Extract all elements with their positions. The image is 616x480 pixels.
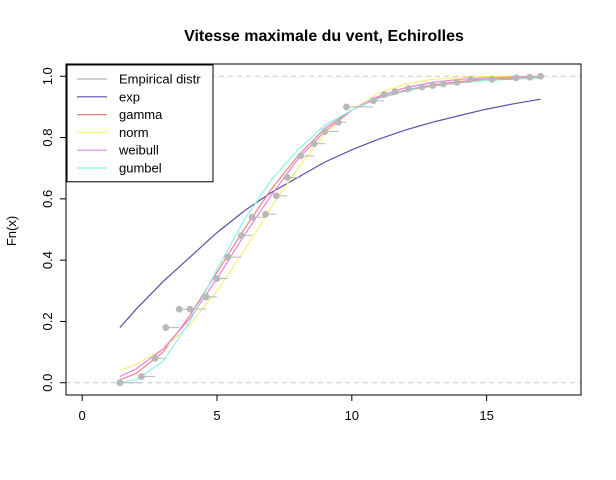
empirical-point: [488, 75, 496, 83]
legend-label-gamma: gamma: [119, 107, 163, 122]
chart-title: Vitesse maximale du vent, Echirolles: [184, 28, 464, 45]
legend-label-weibull: weibull: [118, 143, 159, 158]
empirical-point: [310, 140, 318, 148]
empirical-point: [334, 118, 342, 126]
empirical-distribution: [116, 72, 544, 387]
y-tick-label: 1.0: [40, 67, 55, 85]
empirical-point: [237, 232, 245, 240]
empirical-point: [162, 324, 170, 331]
empirical-point: [440, 80, 447, 88]
x-axis: 0 5 10 15: [79, 394, 494, 423]
empirical-point: [248, 213, 256, 221]
empirical-point: [512, 74, 520, 82]
empirical-point: [224, 253, 232, 261]
x-tick-label: 0: [79, 408, 86, 423]
empirical-point: [202, 293, 210, 301]
empirical-point: [526, 73, 534, 81]
empirical-point: [321, 128, 329, 135]
empirical-point: [343, 103, 350, 111]
y-tick-label: 0.8: [40, 129, 55, 147]
empirical-point: [116, 379, 124, 387]
empirical-point: [297, 152, 304, 160]
empirical-point: [405, 85, 412, 92]
legend-label-exp: exp: [119, 89, 140, 104]
x-tick-label: 5: [213, 408, 220, 423]
y-axis-label: Fn(x): [4, 216, 19, 246]
y-tick-label: 0.2: [40, 312, 55, 330]
y-tick-label: 0.6: [40, 190, 55, 208]
empirical-point: [283, 173, 291, 181]
y-tick-label: 0.0: [40, 374, 55, 392]
empirical-point: [272, 192, 280, 200]
legend-label-empirical-distr: Empirical distr: [119, 72, 201, 87]
empirical-point: [391, 88, 399, 95]
x-tick-label: 10: [345, 408, 359, 423]
empirical-point: [151, 354, 159, 362]
legend-box: [66, 64, 214, 183]
empirical-point: [429, 82, 437, 89]
empirical-point: [175, 305, 183, 313]
empirical-point: [418, 83, 426, 91]
legend-label-norm: norm: [119, 125, 149, 140]
empirical-point: [186, 305, 194, 313]
empirical-point: [537, 72, 544, 80]
y-axis: 0.0 0.2 0.4 0.6 0.8 1.0: [40, 67, 66, 392]
series-line-exp: [119, 98, 541, 328]
legend-label-gumbel: gumbel: [119, 161, 162, 176]
empirical-point: [262, 210, 269, 218]
legend: Empirical distr exp gamma norm weibull gumbel: [66, 64, 214, 183]
empirical-point: [369, 97, 377, 105]
empirical-point: [380, 91, 388, 99]
empirical-point: [467, 75, 474, 83]
empirical-point: [453, 78, 461, 86]
x-tick-label: 15: [479, 408, 493, 423]
y-tick-label: 0.4: [40, 251, 55, 269]
empirical-point: [138, 373, 145, 381]
empirical-point: [213, 275, 221, 282]
